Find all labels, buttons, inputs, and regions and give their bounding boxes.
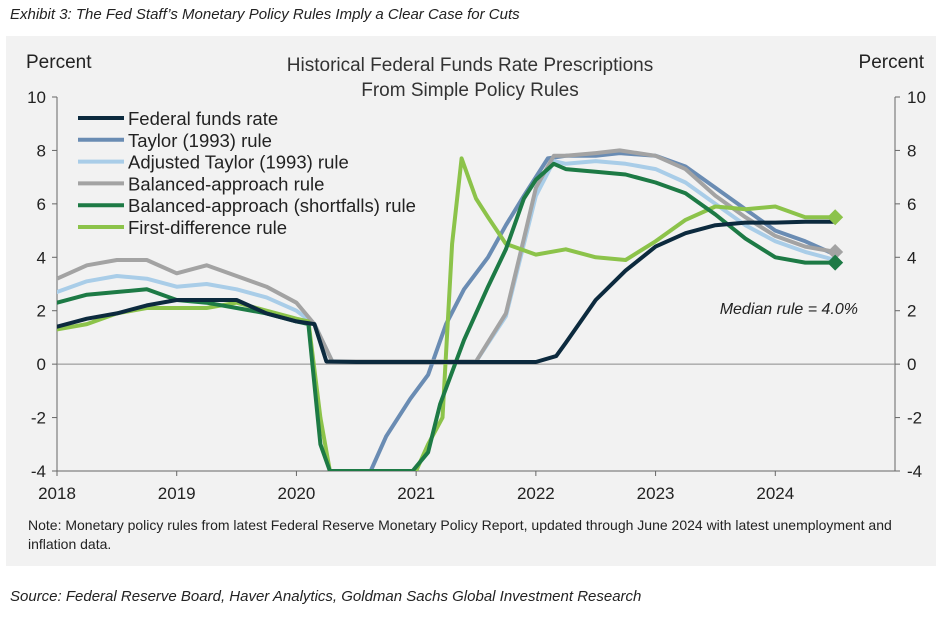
- legend-label-balanced-shortfalls: Balanced-approach (shortfalls) rule: [128, 195, 416, 216]
- x-tick-label: 2024: [756, 484, 794, 503]
- axes-layer: 10 10 8 8 6 6 4 4 2 2 0 0 -2 -2 -4 -4 2018 2019 2020 2021 20…: [27, 88, 926, 503]
- legend-label-taylor: Taylor (1993) rule: [128, 130, 272, 151]
- y-tick-label-right: 8: [907, 141, 916, 160]
- policy-rules-chart: 10 10 8 8 6 6 4 4 2 2 0 0 -2 -2 -4 -4 2018 2019 2020 2021 20…: [26, 52, 926, 552]
- y-tick-label-left: 0: [37, 355, 46, 374]
- note-container: Note: Monetary policy rules from latest …: [28, 517, 892, 552]
- y-tick-label-right: 6: [907, 195, 916, 214]
- series-line-taylor: [368, 151, 838, 471]
- source-text: Source: Federal Reserve Board, Haver Ana…: [10, 588, 642, 605]
- y-tick-label-left: -2: [31, 409, 46, 428]
- legend-label-balanced: Balanced-approach rule: [128, 173, 324, 194]
- y-tick-label-right: 10: [907, 88, 926, 107]
- x-tick-label: 2018: [38, 484, 76, 503]
- end-marker-first-difference: [827, 209, 844, 226]
- y-tick-label-right: -2: [907, 409, 922, 428]
- y-tick-label-right: 2: [907, 302, 916, 321]
- x-tick-label: 2020: [278, 484, 316, 503]
- x-tick-label: 2021: [397, 484, 435, 503]
- series-layer: [57, 148, 838, 471]
- end-marker-layer: [827, 209, 844, 271]
- y-tick-label-left: 4: [37, 248, 46, 267]
- x-tick-label: 2022: [517, 484, 555, 503]
- y-tick-label-left: 8: [37, 141, 46, 160]
- y-tick-label-left: 10: [27, 88, 46, 107]
- y-tick-label-right: 4: [907, 248, 916, 267]
- series-line-balanced: [57, 148, 838, 364]
- exhibit-title: Exhibit 3: The Fed Staff’s Monetary Poli…: [10, 6, 520, 23]
- chart-title: Historical Federal Funds Rate Prescripti…: [287, 55, 653, 76]
- y-axis-label-left: Percent: [26, 52, 92, 73]
- chart-note: Note: Monetary policy rules from latest …: [28, 517, 892, 552]
- y-tick-label-left: -4: [31, 462, 46, 481]
- chart-subtitle: From Simple Policy Rules: [361, 80, 579, 101]
- y-tick-label-left: 6: [37, 195, 46, 214]
- legend-label-adjusted-taylor: Adjusted Taylor (1993) rule: [128, 152, 349, 173]
- legend-label-first-difference: First-difference rule: [128, 217, 287, 238]
- x-tick-label: 2019: [158, 484, 196, 503]
- y-tick-label-right: -4: [907, 462, 922, 481]
- y-tick-label-left: 2: [37, 302, 46, 321]
- series-line-balanced-shortfalls: [57, 161, 838, 471]
- end-marker-balanced: [827, 243, 844, 260]
- median-rule-annotation: Median rule = 4.0%: [720, 301, 858, 318]
- series-line-first-difference: [57, 156, 838, 471]
- series-line-ffr: [57, 219, 838, 364]
- chart-panel: 10 10 8 8 6 6 4 4 2 2 0 0 -2 -2 -4 -4 2018 2019 2020 2021 20…: [6, 36, 936, 566]
- y-tick-label-right: 0: [907, 355, 916, 374]
- x-tick-label: 2023: [637, 484, 675, 503]
- end-marker-balanced-shortfalls: [827, 254, 844, 271]
- y-axis-label-right: Percent: [859, 52, 925, 73]
- legend-label-ffr: Federal funds rate: [128, 108, 278, 129]
